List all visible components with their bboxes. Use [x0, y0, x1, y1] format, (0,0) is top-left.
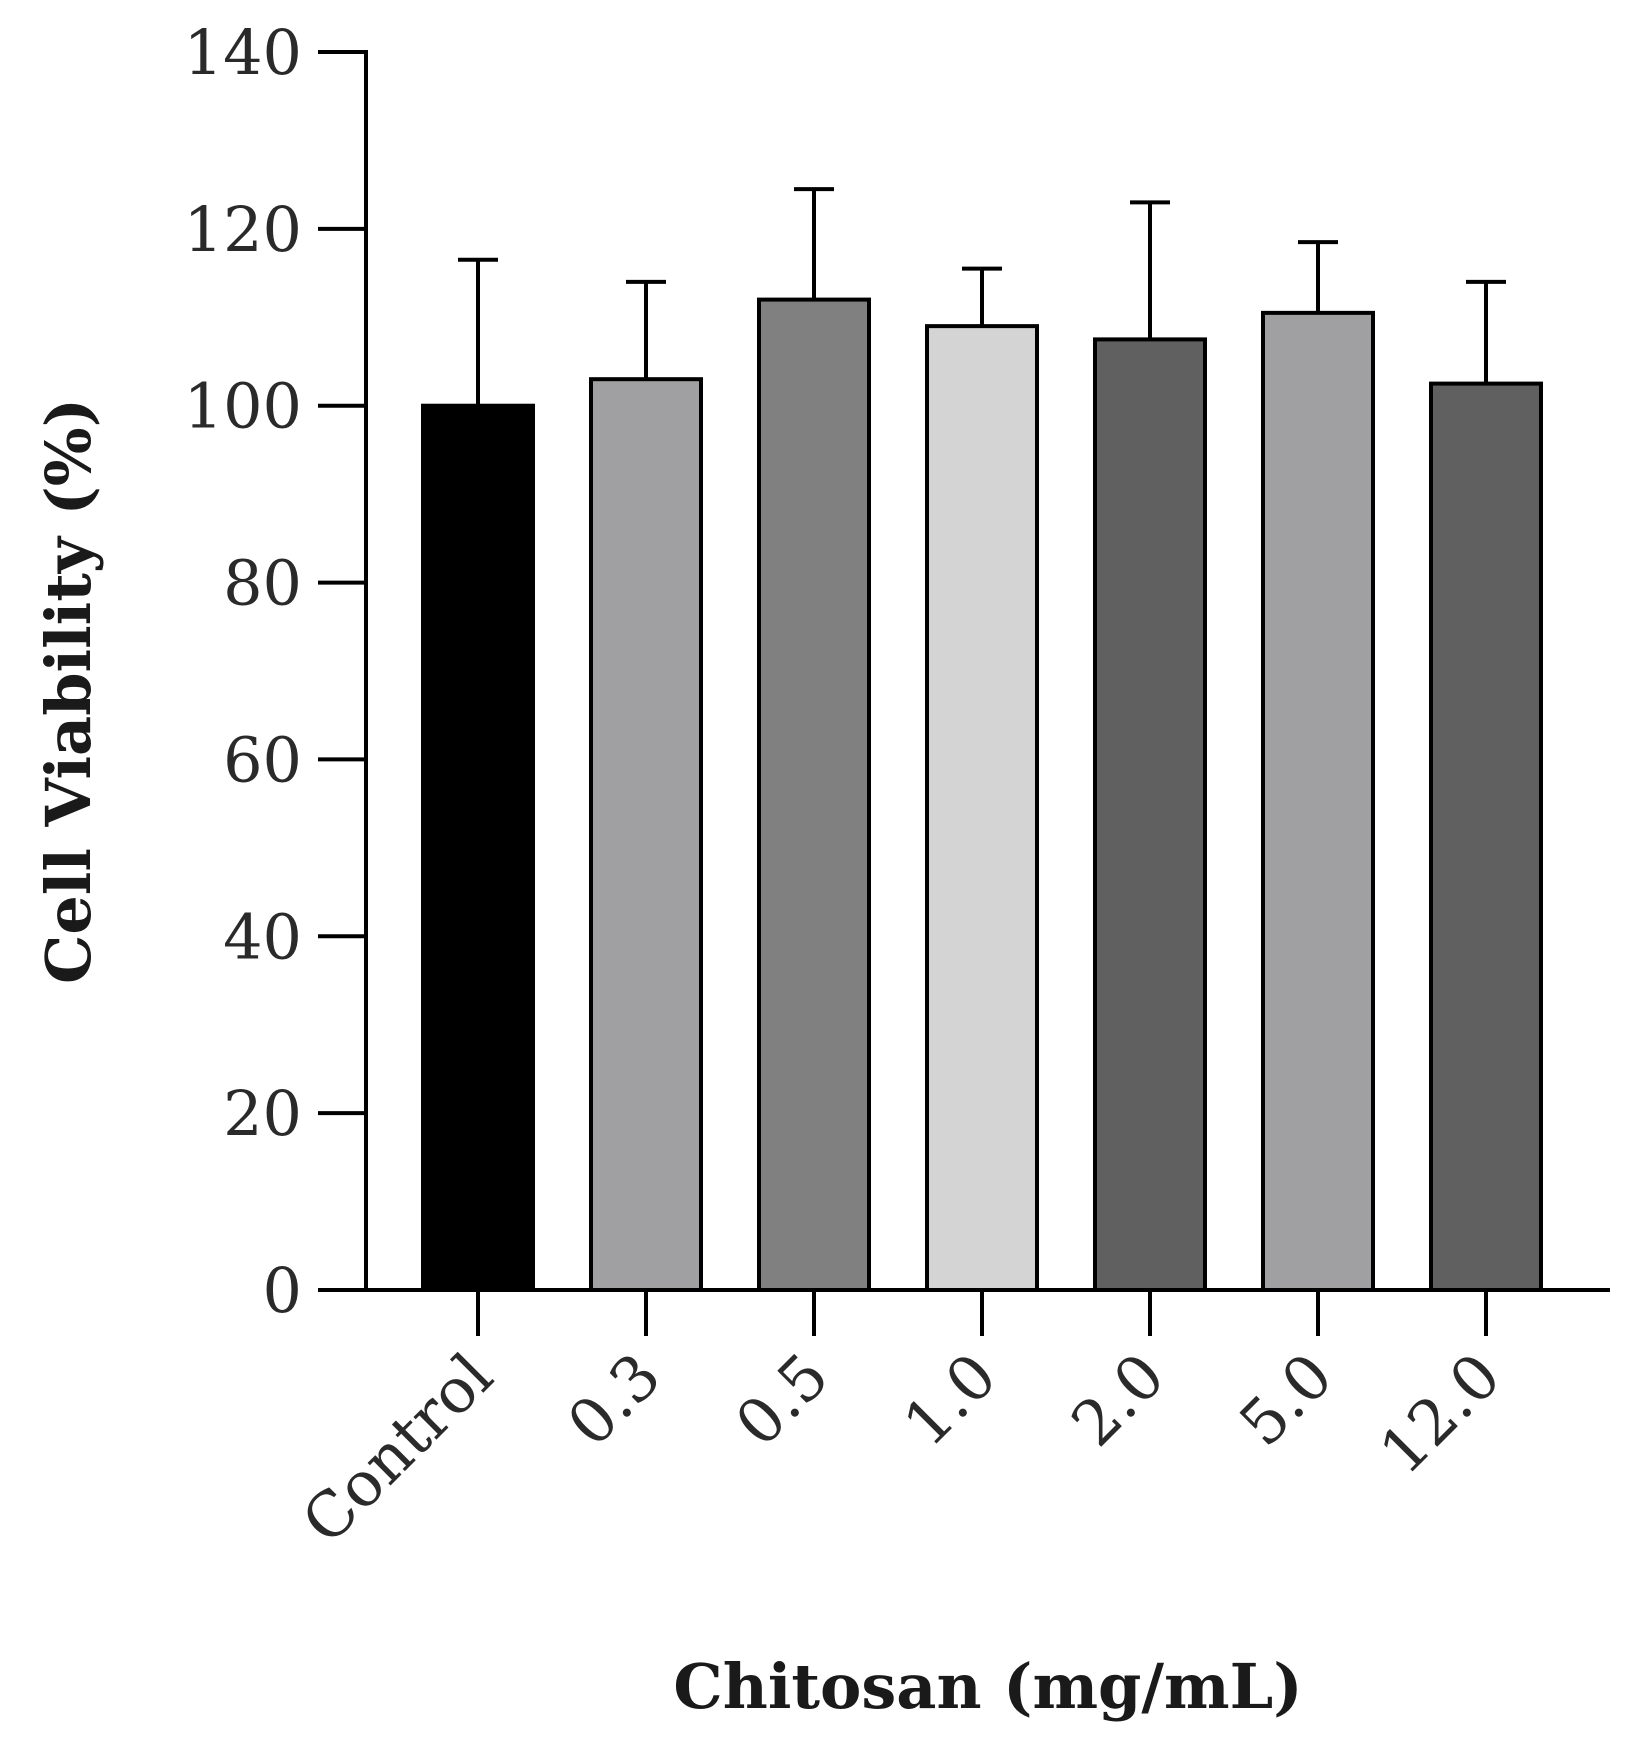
x-tick-label: 0.3 [553, 1339, 674, 1460]
y-tick-label: 60 [223, 723, 302, 796]
y-tick-label: 40 [223, 900, 302, 973]
y-tick-label: 20 [223, 1077, 302, 1150]
y-axis-ticks: 0 20 40 60 80 100 120 140 [184, 16, 366, 1327]
bars [421, 297, 1543, 1293]
y-axis-title: Cell Viability (%) [32, 398, 105, 984]
bar-control [421, 403, 535, 1292]
bar-0-3 [589, 377, 703, 1292]
y-tick-label: 0 [263, 1254, 302, 1327]
y-tick-label: 140 [184, 16, 302, 89]
y-tick-label: 120 [184, 193, 302, 266]
x-tick-label: 2.0 [1057, 1339, 1178, 1460]
x-tick-label: 0.5 [721, 1339, 842, 1460]
x-tick-label: 1.0 [889, 1339, 1010, 1460]
x-tick-label: 5.0 [1225, 1339, 1346, 1460]
bar-0-5 [757, 297, 871, 1293]
bar-5-0 [1261, 310, 1375, 1293]
bar-12-0 [1429, 381, 1543, 1293]
x-tick-label: 12.0 [1365, 1339, 1514, 1488]
y-tick-label: 100 [184, 370, 302, 443]
x-axis-title: Chitosan (mg/mL) [673, 1650, 1302, 1723]
bar-2-0 [1093, 337, 1207, 1292]
x-tick-label: Control [288, 1339, 507, 1558]
x-axis-ticks: Control 0.3 0.5 1.0 2.0 5.0 12.0 [288, 1290, 1515, 1558]
bar-1-0 [925, 324, 1039, 1292]
y-tick-label: 80 [223, 547, 302, 620]
